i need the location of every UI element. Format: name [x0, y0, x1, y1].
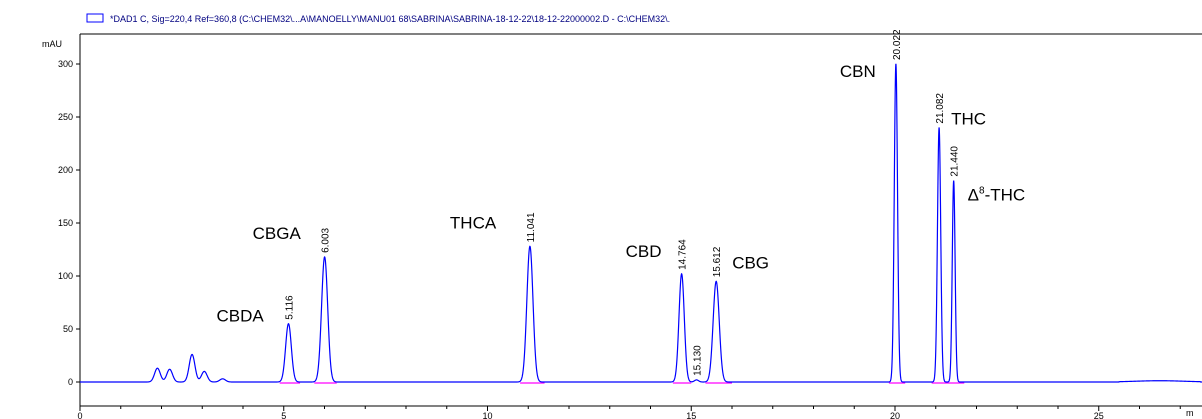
y-ticks: 0 50 100 150 200 250 300 — [58, 59, 80, 387]
y-tick-label: 0 — [68, 377, 73, 387]
rt-label: 5.116 — [284, 295, 295, 320]
rt-label: 6.003 — [321, 227, 332, 252]
y-tick-label: 150 — [58, 218, 73, 228]
chromatogram-trace — [80, 63, 1202, 383]
x-tick-label: 5 — [281, 411, 286, 419]
compound-label: CBN — [840, 62, 876, 81]
rt-label: 20.022 — [892, 29, 903, 60]
compound-label: CBDA — [216, 307, 264, 326]
rt-label: 11.041 — [526, 212, 537, 242]
compound-label: THCA — [450, 213, 497, 232]
y-tick-label: 250 — [58, 112, 73, 122]
rt-label: 21.082 — [935, 93, 946, 124]
x-tick-label: 15 — [686, 411, 696, 419]
rt-label: 15.612 — [712, 246, 723, 277]
x-tick-label: 10 — [482, 411, 492, 419]
y-tick-label: 300 — [58, 59, 73, 69]
x-tick-label: 20 — [890, 411, 900, 419]
x-unit-label: m — [1186, 408, 1194, 418]
compound-label: CBD — [626, 242, 662, 261]
x-ticks: 0 5 10 15 20 25 — [77, 406, 1181, 419]
compound-label: Δ8-THC — [968, 186, 1026, 205]
rt-label: 21.440 — [950, 146, 961, 177]
y-tick-label: 100 — [58, 271, 73, 281]
legend-text: *DAD1 C, Sig=220,4 Ref=360,8 (C:\CHEM32\… — [110, 14, 670, 24]
y-unit-label: mAU — [42, 39, 62, 49]
retention-time-labels: 5.116 6.003 11.041 14.764 15.130 15.612 20.022… — [284, 29, 960, 376]
y-tick-label: 50 — [63, 324, 73, 334]
legend-swatch — [86, 13, 104, 23]
x-tick-label: 0 — [77, 411, 82, 419]
rt-label: 14.764 — [678, 239, 689, 270]
compound-labels: CBDA CBGA THCA CBD CBG CBN THC Δ8-THC — [216, 62, 1025, 326]
x-tick-label: 25 — [1094, 411, 1104, 419]
rt-label: 15.130 — [693, 345, 704, 376]
y-tick-label: 200 — [58, 165, 73, 175]
compound-label: THC — [951, 110, 986, 129]
compound-label: CBG — [732, 253, 769, 272]
compound-label: CBGA — [253, 224, 302, 243]
